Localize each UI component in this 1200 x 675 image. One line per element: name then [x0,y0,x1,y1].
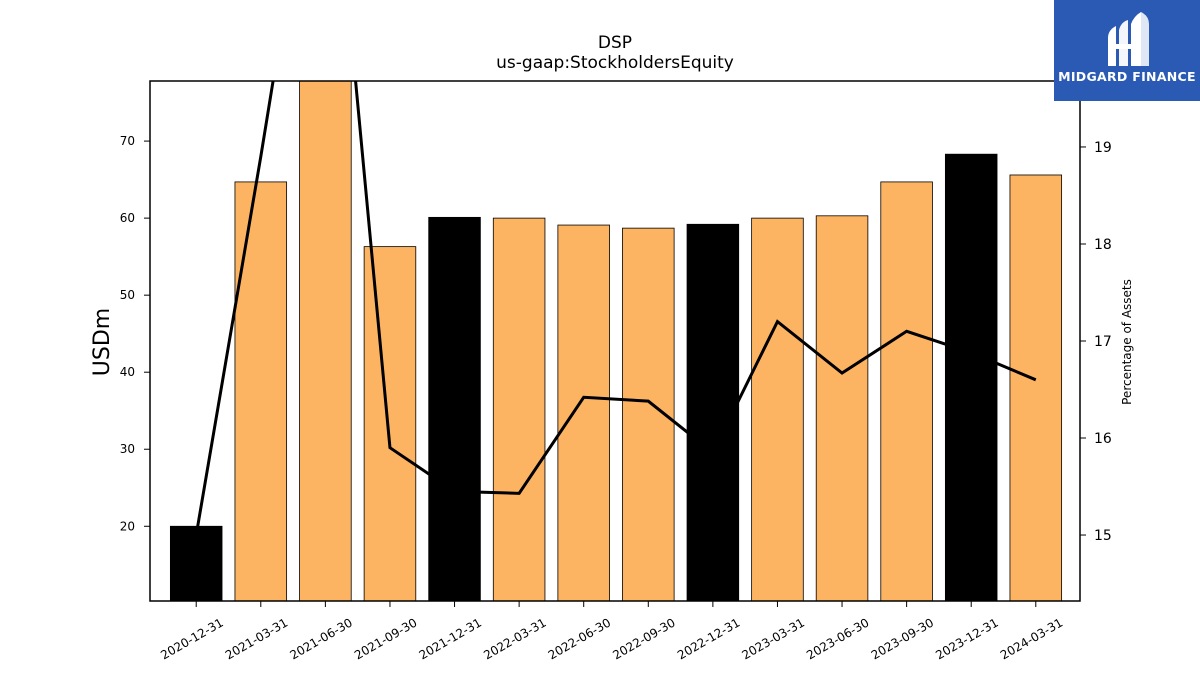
chart-subtitle: us-gaap:StockholdersEquity [496,53,734,73]
bar [751,217,804,601]
bar [428,216,481,601]
x-tick-label: 2020-12-31 [158,615,225,662]
x-tick-label: 2021-06-30 [287,615,354,662]
x-tick-label: 2024-03-31 [998,615,1065,662]
logo-text: MIDGARD FINANCE [1058,69,1196,84]
bar [944,153,998,601]
brand-logo: MIDGARD FINANCE [1054,0,1200,101]
chart-title: DSP [598,33,632,53]
line-series [194,81,1037,536]
x-tick-label: 2023-12-31 [933,615,1000,662]
x-tick-label: 2023-09-30 [869,615,936,662]
y-tick-label: 20 [120,519,135,533]
y2-axis-label: Percentage of Assets [1120,279,1134,405]
bar [815,215,869,601]
logo-mark-icon [1108,12,1149,66]
bar [299,81,352,601]
y2-tick-label: 15 [1094,528,1112,544]
bar [1009,174,1063,601]
y-axis-label: USDm [90,308,115,376]
x-tick-label: 2022-06-30 [546,615,613,662]
y-tick-label: 50 [120,288,135,302]
x-tick-label: 2021-12-31 [417,615,484,662]
bar [557,224,610,601]
bar [234,181,288,601]
series-line [194,81,1037,536]
x-tick-label: 2021-03-31 [223,615,290,662]
bar [880,181,933,601]
x-tick-label: 2023-03-31 [740,615,807,662]
y-tick-label: 30 [120,442,135,456]
y2-tick-label: 19 [1094,140,1112,156]
y2-tick-label: 16 [1094,431,1112,447]
y2-axis: 15 16 17 18 19 [1080,140,1112,544]
bar-series [169,81,1063,601]
y-axis: 20 30 40 50 60 70 [120,134,150,533]
y2-tick-label: 18 [1094,237,1112,253]
bar [169,525,223,601]
y-tick-label: 60 [120,211,135,225]
x-axis: 2020-12-312021-03-312021-06-302021-09-30… [158,601,1065,662]
bar [363,246,417,601]
y-tick-label: 40 [120,365,135,379]
x-tick-label: 2023-06-30 [804,615,871,662]
x-tick-label: 2022-03-31 [481,615,548,662]
x-tick-label: 2022-09-30 [610,615,677,662]
y2-tick-label: 17 [1094,334,1112,350]
x-tick-label: 2022-12-31 [675,615,742,662]
x-tick-label: 2021-09-30 [352,615,419,662]
bar [686,223,740,601]
bar [492,217,546,601]
y-tick-label: 70 [120,134,135,148]
